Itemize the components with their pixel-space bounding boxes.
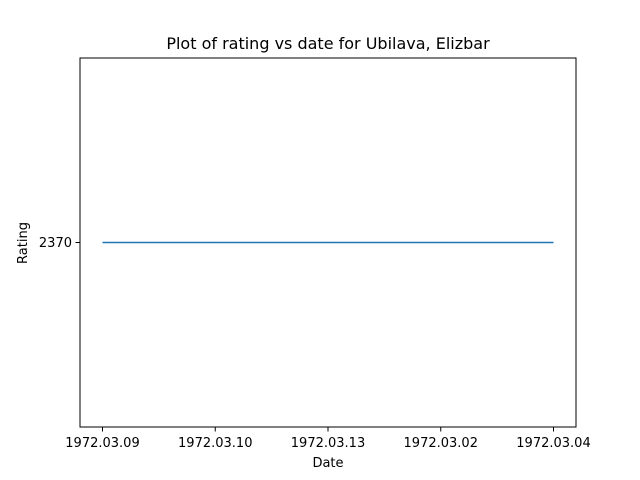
x-tick-label: 1972.03.09 (65, 436, 139, 451)
x-tick-label: 1972.03.02 (404, 436, 478, 451)
y-tick-label: 2370 (39, 236, 72, 251)
plot-area: 1972.03.09 1972.03.10 1972.03.13 1972.03.02… (39, 236, 591, 451)
x-tick-label: 1972.03.13 (291, 436, 365, 451)
x-tick-label: 1972.03.04 (516, 436, 590, 451)
y-axis-label: Rating (16, 222, 31, 264)
axes-frame (79, 57, 577, 428)
chart-title: Plot of rating vs date for Ubilava, Eliz… (166, 34, 490, 53)
x-axis-label: Date (312, 456, 343, 471)
x-tick-label: 1972.03.10 (178, 436, 252, 451)
